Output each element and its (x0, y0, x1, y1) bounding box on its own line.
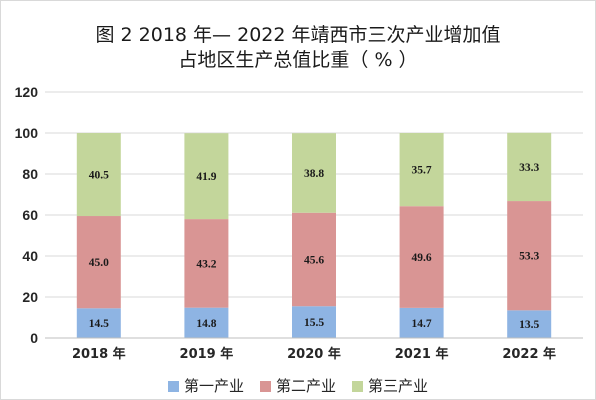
x-tick-label: 2018 年 (72, 346, 126, 362)
bar-segment (184, 219, 229, 308)
bar-segment (507, 310, 552, 338)
legend-label: 第一产业 (183, 377, 244, 395)
bar-segment (76, 308, 121, 338)
bar-segment (399, 307, 444, 338)
y-tick-label: 100 (15, 125, 39, 141)
bar-segment (399, 206, 444, 308)
data-label: 15.5 (304, 317, 324, 329)
data-label: 38.8 (304, 168, 324, 180)
legend: 第一产业 第二产业 第三产业 (1, 375, 595, 396)
chart-title: 图 2 2018 年— 2022 年靖西市三次产业增加值 (95, 24, 501, 46)
bar-segment (507, 201, 552, 311)
data-label: 13.5 (519, 319, 539, 331)
bar-segment (76, 133, 121, 217)
y-tick-label: 20 (22, 289, 38, 305)
chart-subtitle: 占地区生产总值比重（ % ） (178, 49, 418, 71)
data-label: 43.2 (196, 258, 216, 270)
data-label: 49.6 (412, 252, 432, 264)
data-label: 14.7 (412, 318, 432, 330)
stacked-bar-chart: 0 20 40 60 80 100 120 14.5 45.0 40.5 2018 年 14.8 43.… (15, 84, 583, 362)
x-tick-label: 2019 年 (180, 346, 234, 362)
legend-item: 第二产业 (259, 375, 336, 396)
data-label: 33.3 (519, 162, 539, 174)
bar-segment (507, 132, 552, 202)
data-label: 40.5 (89, 170, 109, 182)
bar-segment (399, 133, 444, 207)
data-label: 14.5 (89, 318, 109, 330)
y-tick-label: 40 (22, 248, 38, 264)
bar-segment (292, 212, 336, 307)
legend-swatch (259, 381, 271, 392)
y-tick-label: 60 (22, 207, 38, 223)
legend-label: 第二产业 (275, 377, 336, 395)
y-tick-label: 80 (22, 166, 38, 182)
legend-label: 第三产业 (368, 377, 429, 395)
legend-swatch (167, 381, 179, 392)
legend-item: 第一产业 (167, 375, 244, 396)
bar-segment (184, 307, 229, 338)
bar-segment (292, 133, 336, 213)
bar-segment (184, 133, 229, 220)
data-label: 45.6 (304, 254, 324, 266)
bar-segment (292, 306, 336, 338)
data-label: 53.3 (519, 251, 539, 263)
data-label: 41.9 (196, 171, 216, 183)
legend-swatch (352, 381, 363, 392)
data-label: 45.0 (89, 257, 109, 269)
x-tick-label: 2020 年 (287, 346, 341, 362)
y-tick-label: 120 (15, 84, 39, 100)
chart-title-block: 图 2 2018 年— 2022 年靖西市三次产业增加值 占地区生产总值比重（ … (1, 23, 595, 73)
data-label: 14.8 (196, 318, 216, 330)
x-tick-label: 2021 年 (395, 346, 449, 362)
x-tick-label: 2022 年 (502, 346, 556, 362)
y-tick-label: 0 (30, 330, 38, 346)
bar-segment (76, 216, 121, 309)
legend-item: 第三产业 (352, 375, 428, 396)
data-label: 35.7 (412, 165, 432, 177)
